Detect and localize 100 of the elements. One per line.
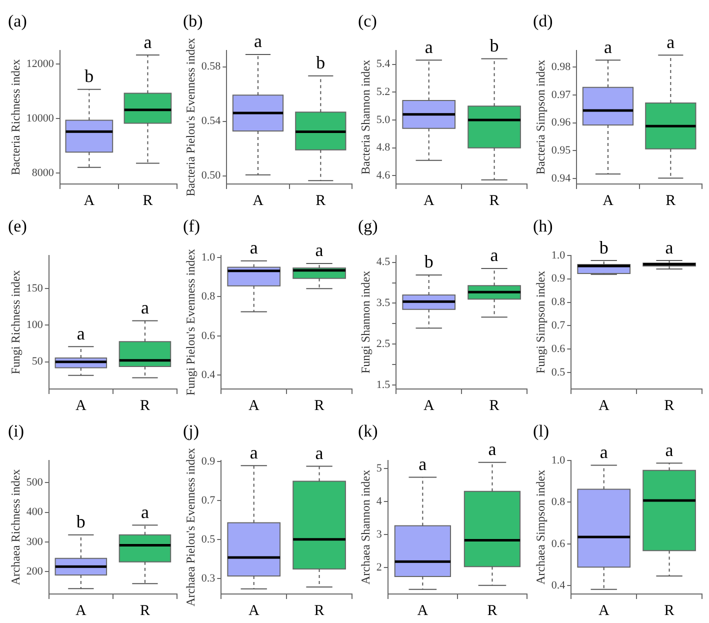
y-tick-label: 2 xyxy=(376,562,382,574)
y-tick-label: 0.97 xyxy=(551,88,572,101)
y-tick-label: 5.4 xyxy=(376,58,391,70)
annotation: a xyxy=(250,238,258,258)
x-tick-label: R xyxy=(666,192,676,209)
y-tick-label: 0.98 xyxy=(551,60,572,73)
y-axis-title: Fungi Simpson index xyxy=(533,270,548,374)
annotation: a xyxy=(424,36,433,57)
annotation: a xyxy=(144,32,152,52)
annotation: a xyxy=(665,237,674,258)
y-tick-label: 5.2 xyxy=(376,86,390,98)
y-tick-label: 500 xyxy=(26,476,44,489)
chart-title: (j) xyxy=(183,422,200,441)
y-tick-label: 3 xyxy=(376,528,382,541)
chart-title: (a) xyxy=(8,12,27,31)
annotation: a xyxy=(140,297,149,318)
y-tick-label: 400 xyxy=(26,506,44,518)
y-axis-title: Bacteria Shannon index xyxy=(358,60,372,175)
x-tick-label: R xyxy=(314,398,324,414)
y-tick-label: 5.0 xyxy=(376,114,391,126)
y-tick-label: 1.0 xyxy=(551,454,566,466)
y-tick-label: 200 xyxy=(26,566,44,578)
x-tick-label: A xyxy=(76,398,87,414)
annotation: a xyxy=(666,32,675,52)
x-tick-label: R xyxy=(664,398,674,414)
y-tick-label: 300 xyxy=(26,536,44,548)
y-tick-label: 0.8 xyxy=(201,290,216,303)
y-tick-label: 0.3 xyxy=(201,572,216,584)
x-tick-label: A xyxy=(248,602,260,619)
y-tick-label: 4 xyxy=(376,496,382,508)
y-tick-label: 0.6 xyxy=(201,330,216,342)
x-tick-label: A xyxy=(423,192,434,209)
chart-title: (e) xyxy=(8,216,27,236)
x-tick-label: A xyxy=(598,398,610,414)
annotation: a xyxy=(315,240,324,260)
y-tick-label: 10000 xyxy=(26,112,54,124)
y-axis-title: Archaea Simpson index xyxy=(533,470,548,585)
x-tick-label: R xyxy=(142,192,153,209)
y-tick-label: 4.5 xyxy=(376,256,391,268)
y-tick-label: 4.6 xyxy=(376,170,391,182)
y-axis-title: Fungi Shannon index xyxy=(358,270,372,374)
y-tick-label: 0.95 xyxy=(551,144,572,156)
y-axis-title: Bacteria Pielou's Evenness index xyxy=(183,38,198,196)
y-axis-title: Archaea Pielou's Evenness index xyxy=(183,448,198,606)
chart-title: (h) xyxy=(533,216,553,236)
chart-title: (f) xyxy=(183,216,200,236)
y-tick-label: 0.4 xyxy=(201,369,216,382)
y-tick-label: 0.54 xyxy=(201,115,222,128)
annotation: b xyxy=(490,35,499,56)
x-tick-label: A xyxy=(252,192,264,209)
x-tick-label: A xyxy=(598,602,610,619)
annotation: a xyxy=(250,442,258,462)
y-axis-title: Archaea Richness index xyxy=(8,469,22,586)
x-tick-label: A xyxy=(423,398,434,414)
y-tick-label: 0.8 xyxy=(551,496,566,508)
x-tick-label: R xyxy=(489,398,500,414)
annotation: a xyxy=(140,502,149,522)
y-tick-label: 0.7 xyxy=(551,320,566,332)
y-tick-label: 1.0 xyxy=(201,251,216,264)
y-tick-label: 3.5 xyxy=(376,297,391,310)
chart-title: (k) xyxy=(358,422,378,441)
y-axis-title: Fungi Pielou's Evenness index xyxy=(183,248,198,396)
annotation: a xyxy=(488,439,496,460)
x-tick-label: R xyxy=(316,192,326,209)
x-tick-label: R xyxy=(487,602,498,619)
x-tick-label: A xyxy=(602,192,614,209)
y-axis-title: Fungi Richness index xyxy=(8,270,22,374)
annotation: b xyxy=(424,252,434,272)
x-tick-label: R xyxy=(664,602,674,619)
annotation: b xyxy=(84,66,94,86)
y-tick-label: 150 xyxy=(26,282,44,294)
y-tick-label: 0.6 xyxy=(551,343,566,356)
y-tick-label: 4.8 xyxy=(376,142,391,154)
y-tick-label: 8000 xyxy=(32,166,54,179)
y-tick-label: 1.0 xyxy=(551,249,566,262)
y-axis-title: Archaea Shannon index xyxy=(358,470,372,585)
y-tick-label: 12000 xyxy=(26,58,54,70)
y-axis-title: Bacteria Simpson index xyxy=(533,60,548,175)
annotation: b xyxy=(76,512,86,532)
annotation: a xyxy=(600,442,608,462)
y-axis-title: Bacteria Richness index xyxy=(8,59,22,176)
y-tick-label: 0.8 xyxy=(551,296,566,308)
y-tick-label: 50 xyxy=(32,356,44,368)
y-tick-label: 0.96 xyxy=(551,116,572,129)
x-tick-label: A xyxy=(84,192,95,209)
chart-title: (c) xyxy=(358,12,377,31)
x-tick-label: R xyxy=(140,602,150,619)
y-tick-label: 0.6 xyxy=(551,538,566,550)
x-tick-label: A xyxy=(248,398,260,414)
annotation: b xyxy=(316,52,326,73)
y-tick-label: 1.5 xyxy=(376,378,391,391)
y-tick-label: 0.5 xyxy=(201,533,216,546)
annotation: a xyxy=(490,245,498,266)
chart-title: (d) xyxy=(533,12,553,31)
y-tick-label: 0.7 xyxy=(201,494,216,506)
y-tick-label: 0.50 xyxy=(201,170,222,182)
annotation: b xyxy=(599,237,608,258)
y-tick-label: 100 xyxy=(26,319,44,332)
y-tick-label: 0.9 xyxy=(201,455,216,468)
chart-title: (l) xyxy=(533,422,550,441)
